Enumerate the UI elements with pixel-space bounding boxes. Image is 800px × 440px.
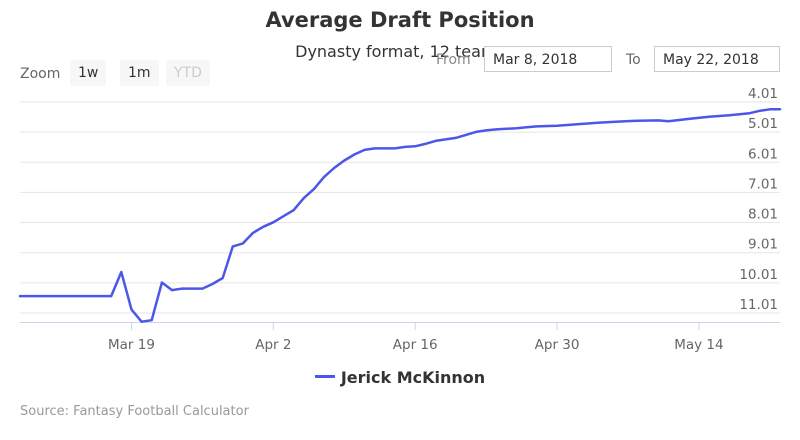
y-tick-label: 4.01 [748,86,778,102]
zoom-1w-button[interactable]: 1w [70,60,107,86]
x-tick-label: Apr 30 [535,337,580,353]
y-tick-label: 7.01 [748,176,778,192]
source-credit: Source: Fantasy Football Calculator [20,404,249,419]
chart-title: Average Draft Position [265,8,535,32]
chart-subtitle: Dynasty format, 12 teams [295,42,505,61]
zoom-1m-button[interactable]: 1m [120,60,159,86]
legend-swatch [314,375,335,378]
y-tick-label: 5.01 [748,116,778,132]
y-tick-label: 11.01 [739,297,778,313]
range-to-label: To [626,52,641,68]
y-tick-label: 6.01 [748,146,778,162]
range-from-input[interactable]: Mar 8, 2018 [484,46,612,72]
range-from-label: From [436,52,471,68]
y-tick-label: 10.01 [739,267,778,283]
x-tick-label: May 14 [674,337,723,353]
y-tick-label: 8.01 [748,207,778,223]
y-axis-labels: 4.01 5.01 6.01 7.01 8.01 9.01 10.01 11.01 [739,86,778,313]
legend-label: Jerick McKinnon [340,368,486,387]
x-axis-ticks: Mar 19 Apr 2 Apr 16 Apr 30 May 14 [108,322,724,353]
zoom-ytd-button[interactable]: YTD [166,60,210,86]
x-tick-label: Apr 16 [393,337,438,353]
x-tick-label: Mar 19 [108,337,155,353]
legend[interactable]: Jerick McKinnon [0,368,800,387]
x-tick-label: Apr 2 [255,337,291,353]
range-to-input[interactable]: May 22, 2018 [654,46,780,72]
y-tick-label: 9.01 [748,237,778,253]
zoom-label: Zoom [20,66,61,82]
grid-layer [20,101,780,314]
series-line-jerick-mckinnon[interactable] [18,108,782,323]
